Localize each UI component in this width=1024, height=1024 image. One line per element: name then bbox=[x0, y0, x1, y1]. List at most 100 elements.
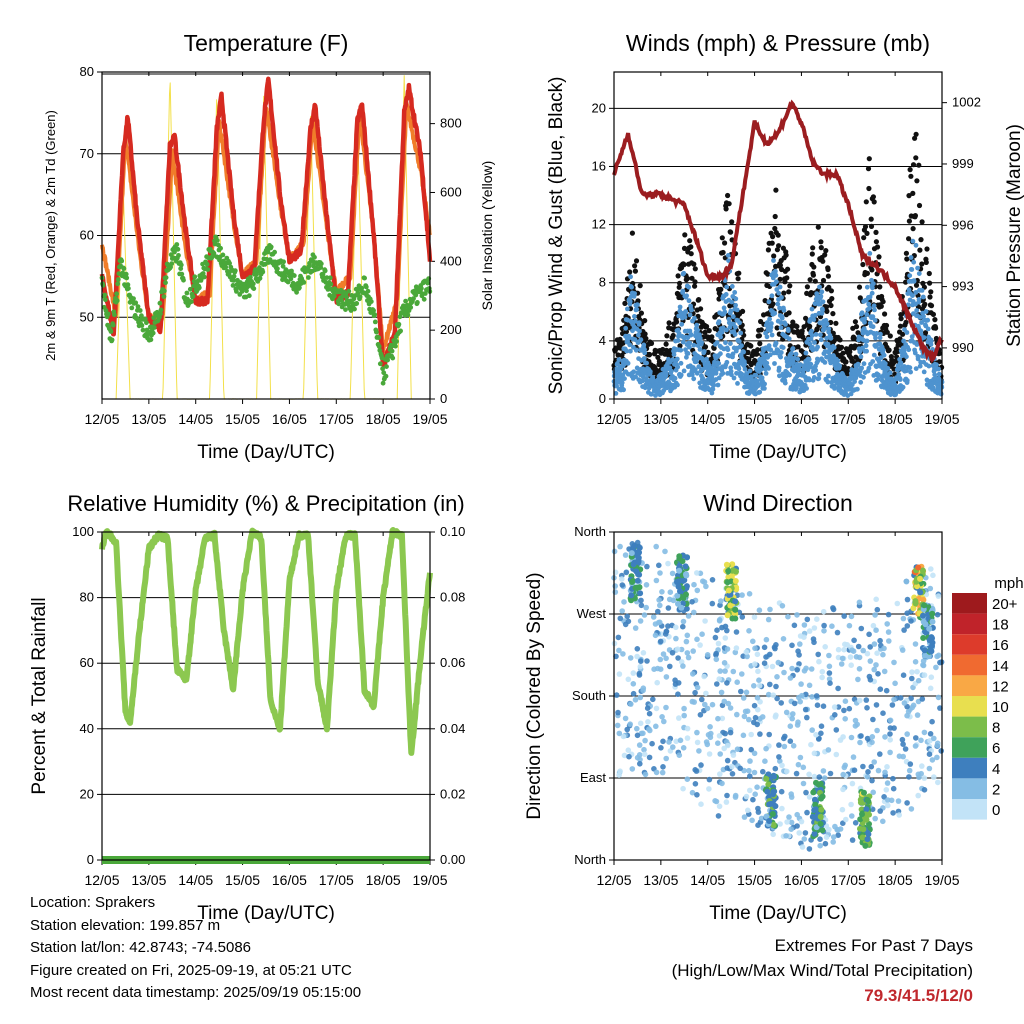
gust-point bbox=[853, 324, 860, 330]
direction-point bbox=[885, 611, 892, 618]
direction-point bbox=[887, 737, 893, 743]
direction-point bbox=[874, 606, 881, 613]
dewpoint-point bbox=[162, 288, 167, 294]
dewpoint-point bbox=[421, 296, 427, 302]
wind-point bbox=[809, 328, 814, 334]
dewpoint-point bbox=[172, 249, 177, 255]
direction-point bbox=[800, 780, 807, 787]
direction-point bbox=[934, 611, 941, 618]
legend-swatch bbox=[952, 799, 987, 820]
wind-point bbox=[813, 332, 819, 337]
wind-point bbox=[762, 386, 767, 391]
direction-point bbox=[647, 727, 653, 734]
wind-point bbox=[928, 338, 934, 344]
direction-point bbox=[857, 816, 864, 823]
direction-point bbox=[754, 784, 760, 790]
gust-point bbox=[638, 310, 645, 316]
direction-point bbox=[803, 789, 809, 796]
gust-point bbox=[882, 311, 888, 317]
direction-point bbox=[749, 817, 755, 824]
dewpoint-point bbox=[144, 320, 149, 326]
direction-point bbox=[832, 712, 838, 718]
direction-point bbox=[739, 671, 745, 677]
direction-point bbox=[873, 662, 879, 668]
direction-point bbox=[759, 714, 766, 720]
direction-point bbox=[763, 636, 770, 643]
winds-xtick-label: 14/05 bbox=[690, 411, 725, 427]
gust-point bbox=[830, 311, 836, 317]
direction-point bbox=[646, 710, 653, 717]
direction-point bbox=[788, 791, 794, 797]
direction-point bbox=[676, 752, 683, 758]
gust-point bbox=[770, 301, 776, 307]
dewpoint-point bbox=[178, 262, 184, 268]
wind-point bbox=[835, 358, 841, 364]
direction-point bbox=[689, 599, 695, 605]
direction-ytick-label: South bbox=[572, 688, 606, 703]
gust-point bbox=[692, 283, 698, 289]
direction-point bbox=[733, 645, 740, 651]
direction-point bbox=[937, 705, 943, 711]
wind-point bbox=[881, 352, 887, 358]
direction-point bbox=[826, 670, 833, 676]
direction-point bbox=[642, 737, 648, 744]
direction-point bbox=[650, 614, 657, 620]
direction-point bbox=[929, 718, 935, 725]
direction-point bbox=[709, 701, 716, 708]
dewpoint-point bbox=[393, 343, 398, 349]
gust-point bbox=[615, 352, 621, 358]
gust-point bbox=[927, 294, 933, 300]
dewpoint-point bbox=[161, 294, 167, 299]
direction-point bbox=[714, 627, 720, 633]
wind-point bbox=[908, 369, 913, 375]
wind-point bbox=[615, 361, 620, 366]
dewpoint-point bbox=[124, 275, 130, 281]
humidity-xtick-label: 19/05 bbox=[412, 872, 447, 888]
dewpoint-point bbox=[285, 279, 291, 285]
direction-xtick-label: 13/05 bbox=[643, 872, 678, 888]
direction-point bbox=[689, 698, 696, 705]
wind-point bbox=[629, 284, 634, 290]
direction-point bbox=[663, 704, 669, 711]
winds-data-layer bbox=[611, 99, 945, 398]
direction-point bbox=[716, 617, 723, 623]
dewpoint-point bbox=[380, 366, 385, 372]
direction-point bbox=[806, 794, 813, 800]
wind-point bbox=[859, 365, 864, 371]
created-text: Figure created on Fri, 2025-09-19, at 05… bbox=[30, 961, 352, 979]
dewpoint-point bbox=[151, 325, 157, 330]
legend-swatch bbox=[952, 654, 987, 676]
direction-point bbox=[683, 605, 690, 612]
wind-point bbox=[686, 298, 692, 304]
direction-point bbox=[849, 837, 856, 843]
legend-label: 12 bbox=[992, 678, 1009, 695]
direction-point bbox=[867, 658, 874, 664]
gust-point bbox=[632, 268, 639, 274]
dewpoint-point bbox=[125, 286, 131, 291]
wind-point bbox=[855, 386, 860, 392]
dewpoint-point bbox=[390, 355, 396, 361]
direction-point bbox=[675, 691, 681, 697]
wind-point bbox=[811, 375, 817, 380]
direction-point bbox=[868, 763, 875, 770]
direction-point bbox=[804, 809, 810, 816]
direction-point bbox=[929, 757, 936, 763]
legend-swatch bbox=[952, 634, 987, 655]
dewpoint-point bbox=[232, 268, 238, 274]
direction-point bbox=[666, 739, 672, 745]
wind-point bbox=[697, 380, 703, 386]
wind-point bbox=[898, 360, 904, 366]
legend-label: 4 bbox=[992, 761, 1000, 778]
dewpoint-point bbox=[131, 296, 136, 301]
wind-point bbox=[734, 307, 740, 313]
wind-point bbox=[906, 287, 912, 293]
direction-point bbox=[921, 672, 928, 678]
direction-point bbox=[730, 668, 737, 675]
gust-point bbox=[664, 333, 670, 339]
wind-point bbox=[622, 376, 627, 381]
gust-point bbox=[874, 244, 881, 250]
wind-point bbox=[700, 376, 706, 381]
direction-point bbox=[678, 659, 685, 665]
direction-point bbox=[697, 642, 703, 648]
direction-point bbox=[677, 737, 684, 744]
